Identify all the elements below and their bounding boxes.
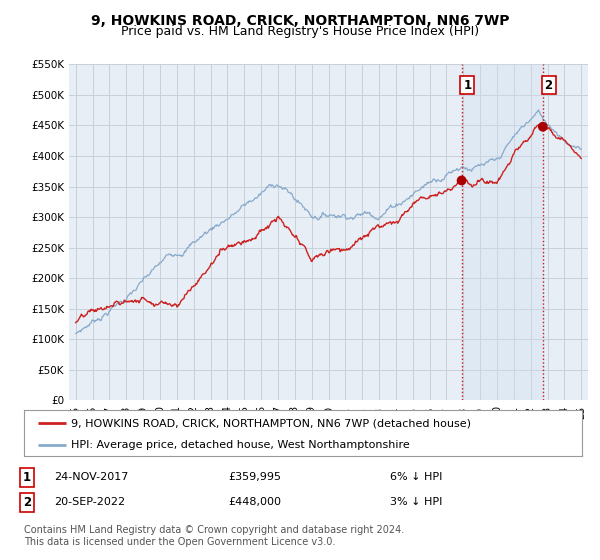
Text: HPI: Average price, detached house, West Northamptonshire: HPI: Average price, detached house, West… xyxy=(71,440,410,450)
Text: Contains HM Land Registry data © Crown copyright and database right 2024.
This d: Contains HM Land Registry data © Crown c… xyxy=(24,525,404,547)
Text: Price paid vs. HM Land Registry's House Price Index (HPI): Price paid vs. HM Land Registry's House … xyxy=(121,25,479,38)
Text: 2: 2 xyxy=(23,496,31,509)
Text: 3% ↓ HPI: 3% ↓ HPI xyxy=(390,497,442,507)
Point xyxy=(538,122,548,131)
Point xyxy=(457,176,466,185)
Text: 20-SEP-2022: 20-SEP-2022 xyxy=(54,497,125,507)
Text: 24-NOV-2017: 24-NOV-2017 xyxy=(54,472,128,482)
Text: 1: 1 xyxy=(23,470,31,484)
Text: 6% ↓ HPI: 6% ↓ HPI xyxy=(390,472,442,482)
Text: 9, HOWKINS ROAD, CRICK, NORTHAMPTON, NN6 7WP (detached house): 9, HOWKINS ROAD, CRICK, NORTHAMPTON, NN6… xyxy=(71,418,472,428)
Text: 9, HOWKINS ROAD, CRICK, NORTHAMPTON, NN6 7WP: 9, HOWKINS ROAD, CRICK, NORTHAMPTON, NN6… xyxy=(91,14,509,28)
Text: 2: 2 xyxy=(545,78,553,91)
Text: £448,000: £448,000 xyxy=(228,497,281,507)
Bar xyxy=(461,64,543,400)
Text: 1: 1 xyxy=(463,78,472,91)
Text: £359,995: £359,995 xyxy=(228,472,281,482)
